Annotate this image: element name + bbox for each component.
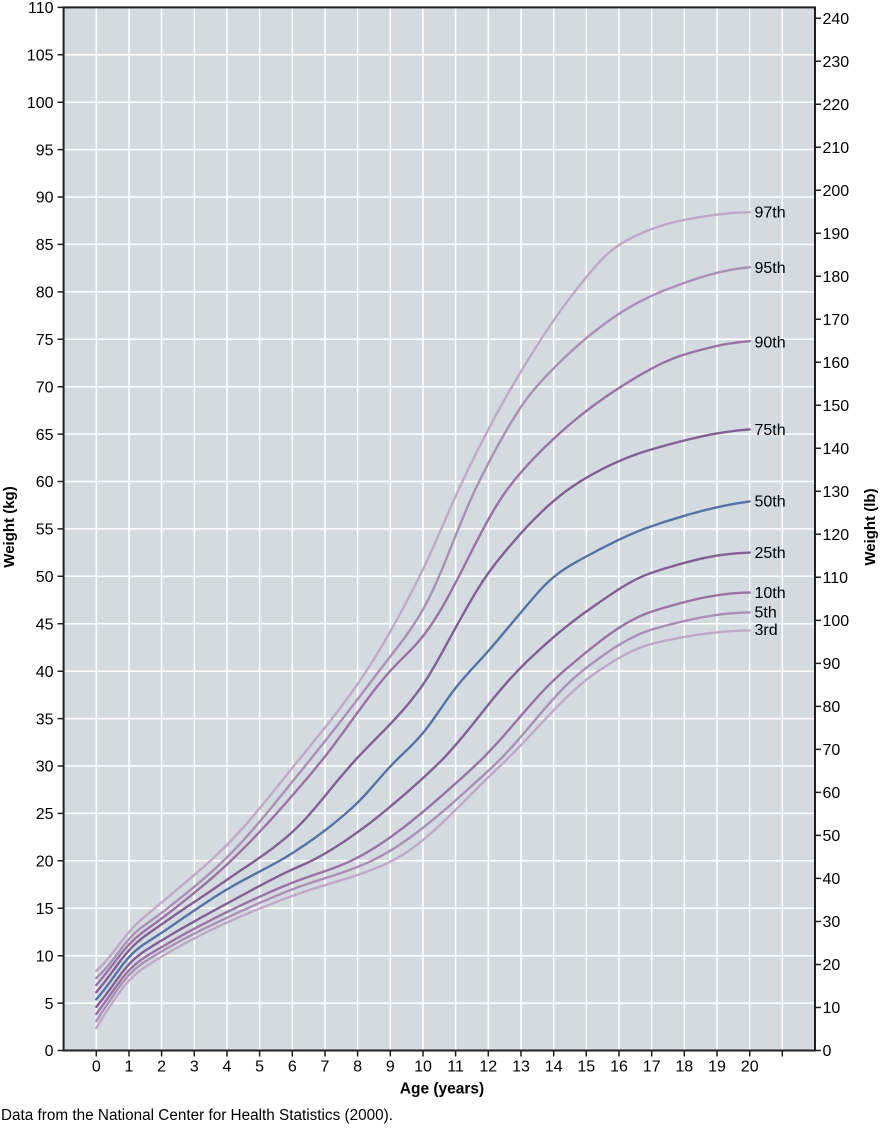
svg-text:3: 3 bbox=[190, 1059, 199, 1076]
svg-text:Weight (kg): Weight (kg) bbox=[1, 486, 18, 567]
svg-text:150: 150 bbox=[823, 398, 850, 415]
svg-text:40: 40 bbox=[823, 871, 841, 888]
svg-text:95: 95 bbox=[36, 142, 54, 159]
svg-text:18: 18 bbox=[675, 1059, 693, 1076]
svg-text:9: 9 bbox=[386, 1059, 395, 1076]
svg-text:1: 1 bbox=[125, 1059, 134, 1076]
svg-text:12: 12 bbox=[479, 1059, 497, 1076]
svg-text:35: 35 bbox=[36, 711, 54, 728]
svg-text:50: 50 bbox=[36, 569, 54, 586]
svg-text:190: 190 bbox=[823, 226, 850, 243]
svg-text:20: 20 bbox=[823, 957, 841, 974]
svg-text:25: 25 bbox=[36, 806, 54, 823]
svg-text:85: 85 bbox=[36, 237, 54, 254]
svg-text:45: 45 bbox=[36, 617, 54, 634]
svg-text:0: 0 bbox=[823, 1043, 832, 1060]
svg-text:8: 8 bbox=[353, 1059, 362, 1076]
svg-text:110: 110 bbox=[28, 0, 54, 17]
svg-text:60: 60 bbox=[823, 785, 841, 802]
svg-text:14: 14 bbox=[545, 1059, 563, 1076]
svg-text:30: 30 bbox=[36, 759, 54, 776]
svg-text:40: 40 bbox=[36, 664, 54, 681]
svg-text:20: 20 bbox=[36, 854, 54, 871]
svg-text:220: 220 bbox=[823, 97, 850, 114]
svg-text:7: 7 bbox=[321, 1059, 330, 1076]
svg-text:10: 10 bbox=[36, 948, 54, 965]
svg-text:50th: 50th bbox=[755, 494, 786, 511]
svg-text:95th: 95th bbox=[755, 260, 786, 277]
svg-text:70: 70 bbox=[823, 742, 841, 759]
svg-text:11: 11 bbox=[447, 1059, 464, 1076]
svg-text:160: 160 bbox=[823, 355, 850, 372]
svg-text:210: 210 bbox=[823, 140, 850, 157]
svg-text:200: 200 bbox=[823, 183, 850, 200]
svg-text:0: 0 bbox=[92, 1059, 101, 1076]
svg-text:0: 0 bbox=[45, 1043, 54, 1060]
svg-text:16: 16 bbox=[610, 1059, 628, 1076]
svg-text:100: 100 bbox=[27, 95, 54, 112]
svg-text:65: 65 bbox=[36, 427, 54, 444]
svg-text:5: 5 bbox=[255, 1059, 264, 1076]
svg-text:75: 75 bbox=[36, 332, 54, 349]
svg-text:90: 90 bbox=[36, 190, 54, 207]
svg-text:75th: 75th bbox=[755, 422, 786, 439]
svg-text:230: 230 bbox=[823, 54, 850, 71]
svg-text:2: 2 bbox=[157, 1059, 166, 1076]
svg-text:5th: 5th bbox=[755, 605, 777, 622]
svg-text:97th: 97th bbox=[755, 205, 786, 222]
svg-text:13: 13 bbox=[512, 1059, 530, 1076]
svg-text:105: 105 bbox=[27, 48, 54, 65]
svg-text:110: 110 bbox=[823, 570, 849, 587]
svg-text:25th: 25th bbox=[755, 545, 786, 562]
svg-text:30: 30 bbox=[823, 914, 841, 931]
svg-text:130: 130 bbox=[823, 484, 850, 501]
svg-text:70: 70 bbox=[36, 379, 54, 396]
svg-text:10: 10 bbox=[823, 1000, 841, 1017]
svg-text:20: 20 bbox=[741, 1059, 759, 1076]
svg-text:5: 5 bbox=[45, 996, 54, 1013]
svg-text:90: 90 bbox=[823, 656, 841, 673]
svg-text:Data from the National Center: Data from the National Center for Health… bbox=[1, 1107, 393, 1124]
svg-text:10: 10 bbox=[414, 1059, 432, 1076]
svg-text:240: 240 bbox=[823, 11, 850, 28]
svg-text:15: 15 bbox=[36, 901, 54, 918]
svg-text:180: 180 bbox=[823, 269, 850, 286]
svg-text:80: 80 bbox=[36, 285, 54, 302]
svg-text:80: 80 bbox=[823, 699, 841, 716]
svg-text:Age (years): Age (years) bbox=[400, 1081, 484, 1098]
svg-text:90th: 90th bbox=[755, 334, 786, 351]
svg-text:Weight (lb): Weight (lb) bbox=[862, 488, 879, 565]
svg-text:60: 60 bbox=[36, 474, 54, 491]
svg-text:3rd: 3rd bbox=[755, 622, 778, 639]
svg-text:50: 50 bbox=[823, 828, 841, 845]
svg-text:55: 55 bbox=[36, 522, 54, 539]
svg-text:170: 170 bbox=[823, 312, 850, 329]
svg-text:140: 140 bbox=[823, 441, 850, 458]
svg-text:6: 6 bbox=[288, 1059, 297, 1076]
svg-text:100: 100 bbox=[823, 613, 850, 630]
svg-text:10th: 10th bbox=[755, 585, 786, 602]
svg-text:120: 120 bbox=[823, 527, 850, 544]
svg-text:19: 19 bbox=[708, 1059, 726, 1076]
svg-text:17: 17 bbox=[643, 1059, 661, 1076]
svg-text:15: 15 bbox=[577, 1059, 595, 1076]
svg-text:4: 4 bbox=[223, 1059, 232, 1076]
